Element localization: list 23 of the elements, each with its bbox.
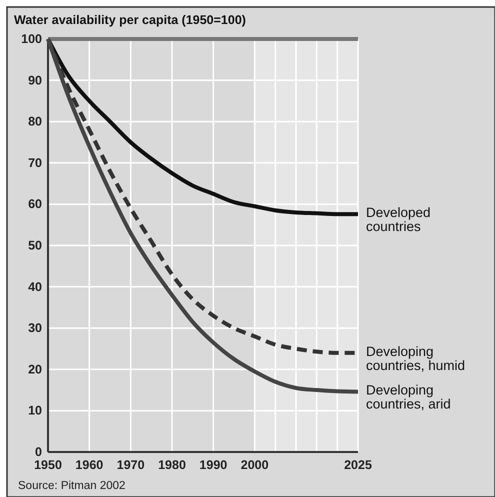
y-tick-label: 40 (28, 280, 42, 294)
y-tick-label: 100 (21, 32, 42, 46)
y-tick-label: 10 (28, 404, 42, 418)
series-label: Developing countries, arid (366, 382, 451, 412)
x-tick-label: 2025 (344, 458, 372, 472)
x-tick-label: 1950 (34, 458, 62, 472)
y-tick-label: 30 (28, 321, 42, 336)
y-tick-label: 20 (28, 362, 42, 376)
x-tick-label: 1980 (158, 458, 186, 472)
y-tick-label: 80 (28, 114, 42, 129)
y-tick-label: 90 (28, 73, 42, 88)
y-tick-label: 70 (28, 156, 42, 170)
x-tick-label: 1990 (199, 458, 228, 472)
y-tick-label: 50 (28, 238, 42, 252)
y-tick-label: 0 (35, 445, 42, 459)
x-tick-label: 2000 (240, 458, 269, 472)
chart-title: Water availability per capita (1950=100) (14, 13, 246, 27)
series-label: Developing countries, humid (366, 344, 466, 373)
x-tick-label: 1960 (75, 458, 104, 472)
series-label: Developed countries (366, 205, 431, 234)
y-tick-label: 60 (28, 197, 42, 212)
x-tick-label: 1970 (116, 458, 145, 472)
source-note: Source: Pitman 2002 (18, 480, 126, 492)
